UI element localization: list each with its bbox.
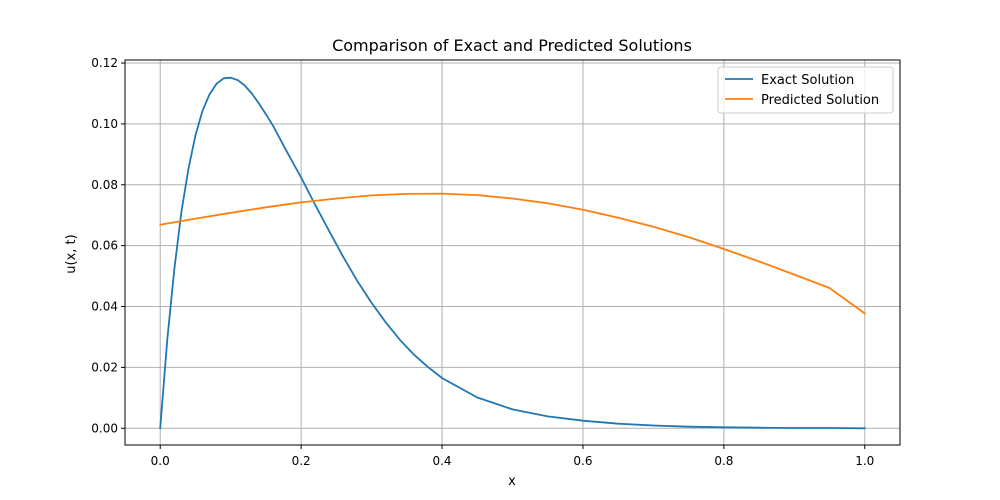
x-tick-label: 1.0 bbox=[855, 454, 874, 468]
y-tick-label: 0.06 bbox=[91, 239, 118, 253]
series-layer bbox=[159, 76, 866, 430]
legend: Exact Solution Predicted Solution bbox=[717, 66, 894, 114]
x-axis-label: x bbox=[508, 474, 516, 489]
x-tick-label: 0.4 bbox=[432, 454, 451, 468]
legend-label: Exact Solution bbox=[761, 73, 854, 88]
y-tick-label: 0.04 bbox=[91, 300, 118, 314]
x-tick-label: 0.2 bbox=[292, 454, 311, 468]
y-axis-label: u(x, t) bbox=[64, 234, 79, 273]
series-line-0 bbox=[159, 76, 866, 430]
chart-title: Comparison of Exact and Predicted Soluti… bbox=[332, 36, 692, 55]
legend-box bbox=[717, 66, 894, 114]
y-tick-label: 0.08 bbox=[91, 178, 118, 192]
x-tick-label: 0.0 bbox=[151, 454, 170, 468]
y-tick-label: 0.02 bbox=[91, 360, 118, 374]
y-tick-label: 0.10 bbox=[91, 117, 118, 131]
y-tick-label: 0.00 bbox=[91, 421, 118, 435]
y-tick-label: 0.12 bbox=[91, 56, 118, 70]
plot-frame bbox=[124, 59, 901, 446]
x-tick-label: 0.6 bbox=[573, 454, 592, 468]
legend-label: Predicted Solution bbox=[761, 93, 879, 108]
series-line-1 bbox=[159, 192, 866, 315]
axis-ticks: 0.0 0.2 0.4 0.6 0.8 1.0 0.00 0.02 0.04 0.06 0.08 0.… bbox=[91, 56, 874, 468]
x-tick-label: 0.8 bbox=[714, 454, 733, 468]
